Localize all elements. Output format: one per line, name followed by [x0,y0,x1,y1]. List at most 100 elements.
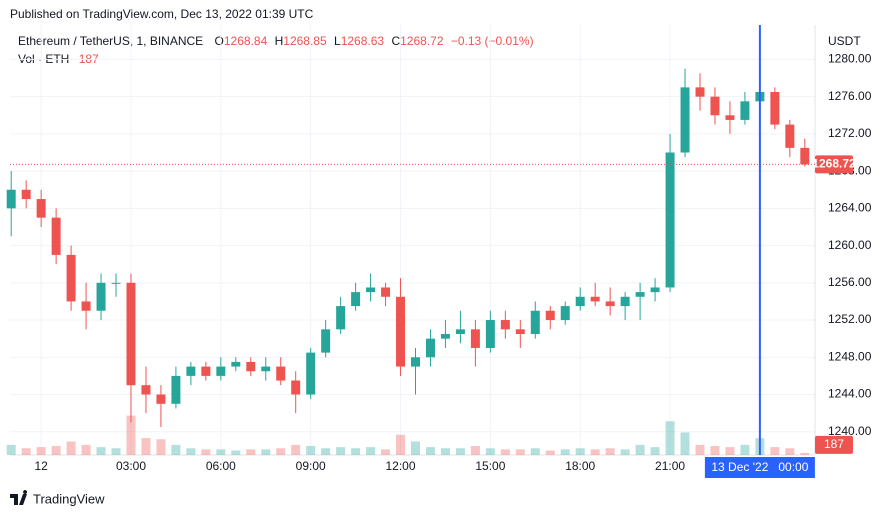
candle-body [126,282,136,386]
volume-bar [126,415,136,455]
candle-body [650,287,660,293]
y-tick-label: 1240.00 [828,424,872,438]
candle-body [455,329,465,335]
x-tick-label: 03:00 [116,459,146,473]
candle-body [740,101,750,120]
candle-body [336,306,346,330]
candle-body [366,287,376,293]
candle-body [605,301,615,307]
candle-body [440,334,450,339]
symbol-title: Ethereum / TetherUS, 1, BINANCE [18,34,203,48]
ohlc-value: 1268.72 [400,34,444,48]
volume-bar [620,449,630,455]
candle-body [575,296,585,307]
candle-body [141,385,151,395]
volume-bar [306,446,316,455]
ohlc-value: 1268.85 [283,34,327,48]
x-tick-label: 06:00 [206,459,236,473]
candle-body [96,282,106,311]
candle-body [396,296,406,367]
ohlc-label: H [275,34,284,48]
volume-bar [396,434,406,455]
y-tick-label: 1272.00 [828,126,872,140]
volume-tag-label: 187 [824,437,844,451]
volume-bar [770,447,780,455]
x-tick-label: 12 [34,459,48,473]
candle-body [111,282,121,284]
candle-body [665,152,675,288]
volume-bar [455,448,465,455]
y-tick-label: 1264.00 [828,201,872,215]
ohlc-label: L [334,34,341,48]
candle-body [66,254,76,302]
candle-body [81,301,91,311]
volume-bar [321,448,331,455]
candle-body [6,189,16,209]
y-tick-label: 1260.00 [828,238,872,252]
published-note: Published on TradingView.com, Dec 13, 20… [10,7,314,21]
candle-body [620,296,630,307]
volume-bar [96,447,106,455]
volume-tag [815,435,853,454]
change: −0.13 (−0.01%) [451,34,534,48]
candle-body [545,310,555,321]
volume-bar [440,448,450,455]
volume-bar [246,449,256,455]
volume-bar [66,441,76,455]
volume-bar [695,444,705,455]
candle-body [246,361,256,372]
volume-bar [21,448,31,455]
volume-bar [605,448,615,455]
volume-bar [470,446,480,455]
volume-bar [201,449,211,455]
volume-bar [545,450,555,455]
candle-body [800,147,810,165]
volume-bar [141,438,151,455]
ohlc-label: C [391,34,400,48]
x-tick-label: 18:00 [565,459,595,473]
volume-bar [665,421,675,455]
volume-bar [650,447,660,455]
ohlc-value: 1268.63 [341,34,385,48]
candle-body [770,92,780,125]
volume-bar [575,448,585,455]
candle-body [231,361,241,367]
candle-body [381,287,391,297]
volume-bar [291,444,301,455]
candle-body [351,292,361,307]
y-tick-label: 1244.00 [828,387,872,401]
volume-bar [485,448,495,455]
y-tick-label: 1256.00 [828,275,872,289]
footer-logo [10,490,28,505]
candle-body [171,375,181,404]
volume-bar [36,447,46,455]
candle-body [500,320,510,330]
candle-body [321,329,331,353]
volume-bar [740,444,750,455]
candle-body [201,366,211,376]
y-tick-label: 1248.00 [828,349,872,363]
last-price-label: 1268.72 [812,157,856,171]
x-tick-label: 09:00 [296,459,326,473]
volume-bar [156,439,166,455]
volume-bar [635,444,645,455]
volume-bar [515,449,525,455]
volume-bar [231,450,241,455]
candle-body [216,366,226,376]
candle-body [306,352,316,395]
candle-body [411,357,420,367]
volume-bar [336,447,346,455]
crosshair-label: 13 Dec '22 00:00 [711,460,808,474]
volume-bar [500,449,510,455]
candle-body [51,217,61,255]
candle-body [725,115,735,120]
volume-bar [51,446,61,455]
volume-bar [276,448,286,455]
volume-bar [381,449,391,455]
candle-body [470,329,480,348]
volume-bar [560,449,570,455]
volume-bar [725,447,735,455]
volume-bar [216,449,226,455]
candle-body [515,329,525,335]
